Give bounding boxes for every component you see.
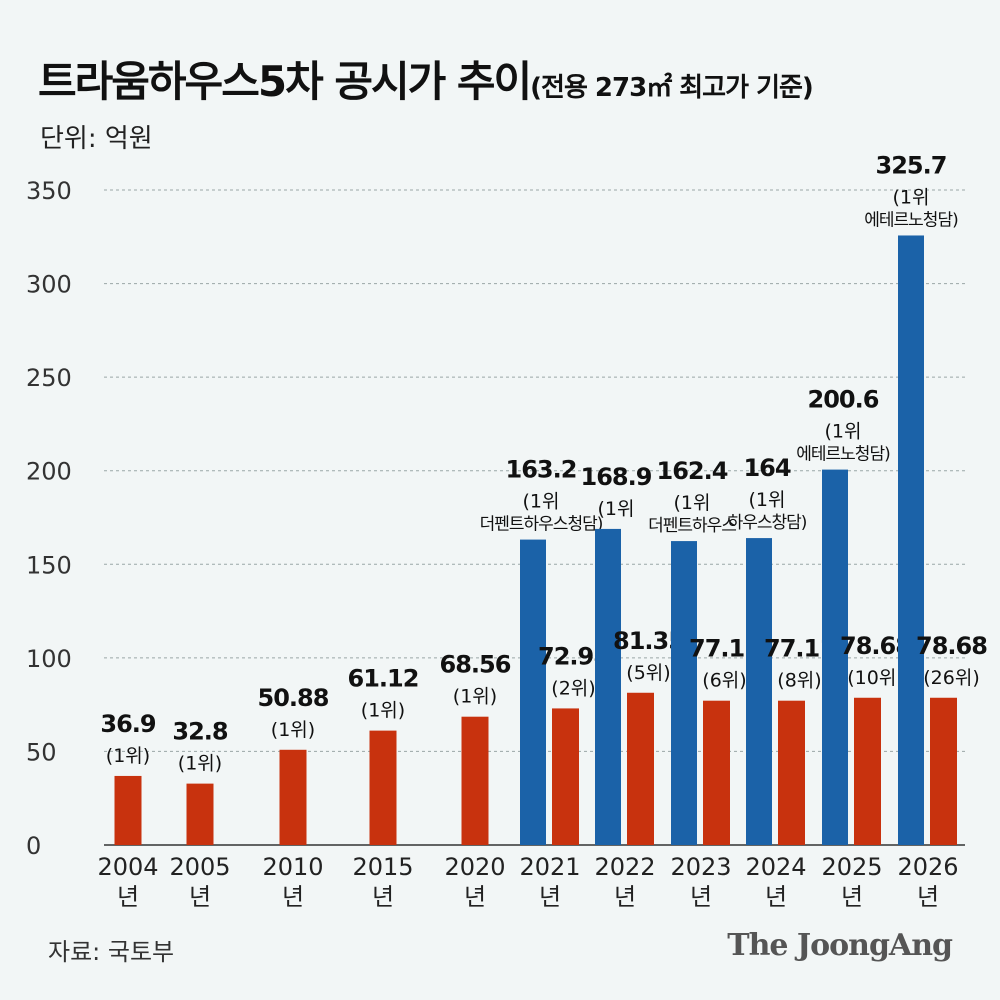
brand-logo: The JoongAng	[727, 928, 953, 963]
y-tick-label: 50	[26, 738, 57, 766]
red-bar	[114, 775, 142, 845]
blue-rank-label: (1위	[674, 492, 711, 514]
x-tick-label: 2026 년	[897, 853, 958, 911]
blue-rank-label: (1위	[893, 186, 930, 208]
red-rank-label: (1위)	[453, 686, 497, 708]
red-bar	[930, 697, 957, 845]
y-tick-label: 150	[26, 551, 72, 579]
red-bar	[778, 700, 805, 845]
red-bar	[703, 700, 730, 845]
blue-bar	[822, 469, 848, 845]
red-bar	[186, 783, 214, 845]
red-value-label: 36.9	[100, 710, 156, 738]
chart-title: 트라움하우스5차 공시가 추이	[38, 57, 532, 106]
x-tick-label: 2020 년	[444, 853, 505, 911]
blue-bar	[746, 538, 772, 845]
y-tick-label: 100	[26, 645, 72, 673]
x-tick-label: 2022 년	[594, 853, 655, 911]
red-value-label: 68.56	[440, 651, 511, 679]
blue-rank-label: (1위	[598, 498, 635, 520]
red-bar	[552, 708, 579, 845]
blue-name-label: 에테르노청담)	[796, 445, 890, 465]
source-label: 자료: 국토부	[48, 938, 175, 966]
red-bar	[854, 697, 881, 845]
blue-bar	[671, 541, 697, 845]
x-tick-label: 2010 년	[262, 853, 323, 911]
x-tick-label: 2025 년	[821, 853, 882, 911]
blue-name-label: 더펜트하우스	[648, 516, 736, 536]
y-tick-label: 0	[26, 832, 41, 860]
y-tick-label: 350	[26, 177, 72, 205]
red-rank-label: (6위)	[702, 670, 746, 692]
blue-rank-label: (1위	[749, 489, 786, 511]
blue-bar	[520, 539, 546, 845]
blue-bar	[898, 235, 924, 845]
red-rank-label: (8위)	[777, 670, 821, 692]
unit-label: 단위: 억원	[40, 124, 153, 154]
red-rank-label: (5위)	[626, 662, 670, 684]
blue-value-label: 163.2	[506, 456, 577, 484]
y-tick-label: 300	[26, 271, 72, 299]
blue-rank-label: (1위	[523, 491, 560, 513]
blue-value-label: 168.9	[581, 463, 652, 491]
x-tick-label: 2004 년	[97, 853, 158, 911]
x-tick-label: 2023 년	[670, 853, 731, 911]
blue-rank-label: (1위	[825, 421, 862, 443]
red-rank-label: (1위)	[361, 700, 405, 722]
red-rank-label: (2위)	[551, 677, 595, 699]
red-value-label: 50.88	[258, 684, 329, 712]
x-tick-label: 2024 년	[745, 853, 806, 911]
y-tick-label: 200	[26, 458, 72, 486]
red-rank-label: (1위)	[271, 719, 315, 741]
blue-bar	[595, 528, 621, 845]
red-bar	[627, 692, 654, 845]
blue-name-label: 더펜트하우스청담)	[480, 515, 603, 535]
blue-name-label: 에테르노청담)	[864, 210, 958, 230]
x-tick-label: 2005 년	[169, 853, 230, 911]
chart-title-row: 트라움하우스5차 공시가 추이(전용 273㎡ 최고가 기준)	[38, 48, 814, 109]
red-rank-label: (10위)	[847, 667, 903, 689]
red-bar	[369, 730, 397, 845]
blue-value-label: 325.7	[876, 151, 947, 179]
red-value-label: 61.12	[348, 665, 419, 693]
red-rank-label: (1위)	[106, 745, 150, 767]
red-value-label: 32.8	[172, 718, 228, 746]
red-value-label: 78.68	[916, 632, 987, 660]
chart-subtitle: (전용 273㎡ 최고가 기준)	[530, 73, 814, 103]
red-rank-label: (26위)	[923, 667, 979, 689]
red-bar	[461, 716, 489, 845]
red-rank-label: (1위)	[178, 753, 222, 775]
blue-name-label: 하우스창담)	[728, 513, 807, 533]
y-tick-label: 250	[26, 364, 72, 392]
blue-value-label: 200.6	[808, 386, 879, 414]
blue-value-label: 162.4	[657, 457, 728, 485]
x-tick-label: 2015 년	[352, 853, 413, 911]
red-bar	[279, 749, 307, 845]
blue-value-label: 164	[743, 454, 790, 482]
x-tick-label: 2021 년	[519, 853, 580, 911]
